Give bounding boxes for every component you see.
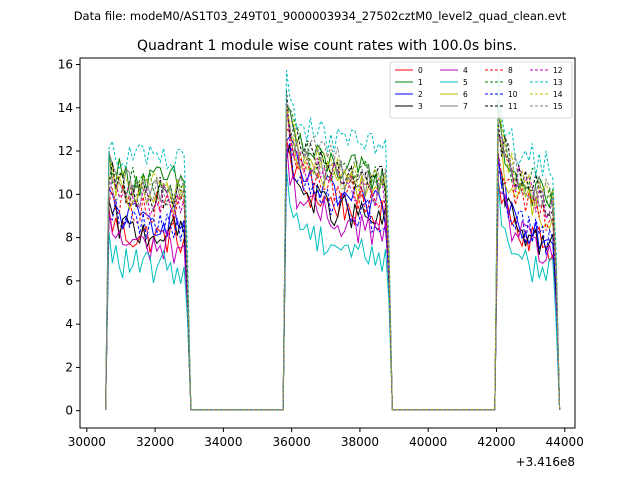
y-tick-label: 6 bbox=[65, 274, 73, 288]
y-tick-label: 2 bbox=[65, 360, 73, 374]
y-tick-label: 10 bbox=[58, 187, 73, 201]
legend-label-7: 7 bbox=[463, 102, 468, 111]
x-tick-label: 44000 bbox=[546, 435, 584, 449]
legend-box bbox=[389, 61, 573, 119]
x-axis-ticks: 30000 32000 34000 36000 38000 40000 42000 44000 bbox=[68, 428, 584, 449]
y-axis-ticks: 0 2 4 6 8 10 12 14 16 bbox=[58, 57, 80, 418]
legend-label-11: 11 bbox=[508, 102, 518, 111]
x-axis-offset-label: +3.416e8 bbox=[516, 455, 575, 469]
y-tick-label: 0 bbox=[65, 404, 73, 418]
legend-label-10: 10 bbox=[508, 90, 518, 99]
plot-lines bbox=[105, 70, 561, 411]
legend-label-9: 9 bbox=[508, 78, 513, 87]
y-tick-label: 12 bbox=[58, 144, 73, 158]
y-tick-label: 8 bbox=[65, 231, 73, 245]
x-tick-label: 38000 bbox=[341, 435, 379, 449]
series-line-11 bbox=[105, 90, 561, 411]
x-tick-label: 42000 bbox=[477, 435, 515, 449]
series-line-5 bbox=[105, 168, 561, 411]
axes-frame bbox=[79, 57, 576, 429]
figure-suptitle: Data file: modeM0/AS1T03_249T01_90000039… bbox=[74, 9, 567, 23]
legend-label-3: 3 bbox=[418, 102, 423, 111]
series-line-8 bbox=[105, 127, 561, 411]
chart-title: Quadrant 1 module wise count rates with … bbox=[137, 38, 517, 54]
legend-label-12: 12 bbox=[553, 66, 563, 75]
series-line-6 bbox=[105, 108, 561, 411]
legend-label-1: 1 bbox=[418, 78, 423, 87]
y-tick-label: 14 bbox=[58, 101, 73, 115]
x-tick-label: 30000 bbox=[68, 435, 106, 449]
series-line-10 bbox=[105, 142, 561, 411]
x-tick-label: 36000 bbox=[273, 435, 311, 449]
legend-label-4: 4 bbox=[463, 66, 468, 75]
legend-label-5: 5 bbox=[463, 78, 468, 87]
legend-label-8: 8 bbox=[508, 66, 513, 75]
legend-label-15: 15 bbox=[553, 102, 563, 111]
x-tick-label: 32000 bbox=[136, 435, 174, 449]
series-line-15 bbox=[105, 101, 561, 411]
legend-label-0: 0 bbox=[418, 66, 423, 75]
series-line-4 bbox=[105, 139, 561, 411]
x-tick-label: 34000 bbox=[204, 435, 242, 449]
y-tick-label: 4 bbox=[65, 317, 73, 331]
legend-label-14: 14 bbox=[553, 90, 563, 99]
legend-label-6: 6 bbox=[463, 90, 468, 99]
legend-label-13: 13 bbox=[553, 78, 563, 87]
series-line-0 bbox=[105, 139, 561, 411]
y-tick-label: 16 bbox=[58, 57, 73, 71]
series-line-12 bbox=[105, 104, 561, 411]
x-tick-label: 40000 bbox=[409, 435, 447, 449]
series-line-3 bbox=[105, 144, 561, 411]
legend-label-2: 2 bbox=[418, 90, 423, 99]
series-line-1 bbox=[105, 103, 561, 411]
series-line-9 bbox=[105, 100, 561, 411]
series-line-13 bbox=[105, 70, 561, 411]
